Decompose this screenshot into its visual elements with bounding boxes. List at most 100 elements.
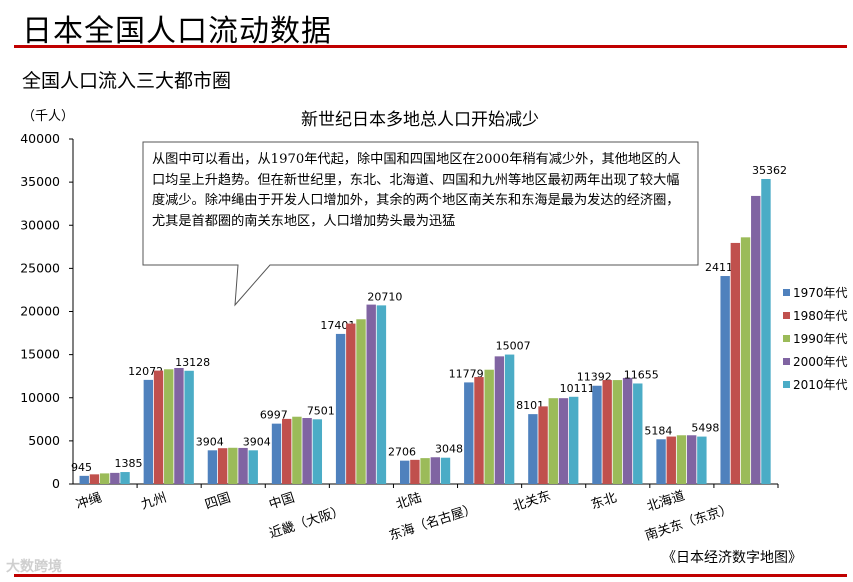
bar xyxy=(558,398,569,484)
y-tick-label: 30000 xyxy=(20,217,60,232)
bar xyxy=(656,439,666,484)
data-label: 15007 xyxy=(496,340,531,353)
bar xyxy=(302,418,312,484)
bar xyxy=(464,382,474,484)
page-title: 日本全国人口流动数据 xyxy=(22,14,332,49)
bar xyxy=(751,195,761,485)
watermark: 大数跨境 xyxy=(6,559,62,575)
bar xyxy=(217,448,228,484)
x-category-label: 冲绳 xyxy=(74,491,103,513)
y-tick-label: 40000 xyxy=(20,131,60,146)
x-category-label: 九州 xyxy=(139,491,168,513)
data-label: 8101 xyxy=(516,399,544,412)
y-tick-label: 5000 xyxy=(28,433,60,448)
bar xyxy=(548,398,558,484)
bar xyxy=(440,457,451,484)
bar xyxy=(430,457,440,484)
y-tick-label: 20000 xyxy=(20,304,60,319)
data-label: 3904 xyxy=(243,435,271,448)
bar xyxy=(676,435,687,484)
bar xyxy=(282,418,292,484)
y-tick-label: 35000 xyxy=(20,174,60,189)
legend-swatch xyxy=(783,358,790,365)
y-tick-label: 0 xyxy=(52,476,60,491)
data-label: 7501 xyxy=(307,404,335,417)
data-label: 1385 xyxy=(115,457,143,470)
bar xyxy=(335,333,346,484)
bottom-divider xyxy=(14,574,847,577)
data-label: 945 xyxy=(71,461,92,474)
bar xyxy=(622,377,633,484)
bar xyxy=(420,458,430,484)
bar xyxy=(120,472,130,484)
data-label: 11655 xyxy=(624,368,659,381)
bar xyxy=(602,380,612,484)
bar xyxy=(164,369,174,484)
bar xyxy=(730,242,741,484)
legend-swatch xyxy=(783,335,790,342)
x-category-label: 北陆 xyxy=(394,490,424,513)
bar xyxy=(89,474,100,484)
bar xyxy=(153,370,164,484)
bar xyxy=(238,447,248,484)
legend-label: 1980年代 xyxy=(793,309,848,323)
bar xyxy=(248,450,258,484)
section-title: 全国人口流入三大都市圈 xyxy=(22,70,232,92)
bar xyxy=(79,475,89,484)
legend-swatch xyxy=(783,312,790,319)
chart-title: 新世纪日本多地总人口开始减少 xyxy=(301,110,539,130)
data-label: 5184 xyxy=(644,424,672,437)
callout-text: 从图中可以看出，从1970年代起，除中国和四国地区在2000年稍有减少外，其他地… xyxy=(152,152,681,229)
source-citation: 《日本经济数字地图》 xyxy=(662,550,802,566)
y-tick-label: 15000 xyxy=(20,347,60,362)
bar xyxy=(400,460,410,484)
data-label: 13128 xyxy=(175,356,210,369)
data-label: 3904 xyxy=(196,435,224,448)
bar xyxy=(568,396,579,484)
bar xyxy=(720,276,730,484)
bar xyxy=(207,450,218,484)
bar xyxy=(538,406,548,484)
y-unit-label: （千人） xyxy=(22,109,75,124)
data-label: 5498 xyxy=(691,422,719,435)
x-category-label: 北关东 xyxy=(511,489,553,515)
x-category-label: 四国 xyxy=(203,491,232,513)
callout-bubble xyxy=(142,141,699,307)
bar xyxy=(494,356,505,484)
data-label: 35362 xyxy=(752,164,787,177)
data-label: 10111 xyxy=(560,382,595,395)
legend-label: 2000年代 xyxy=(793,355,848,369)
bar xyxy=(346,323,356,484)
bar xyxy=(410,459,420,484)
bar xyxy=(761,179,771,484)
bar xyxy=(528,414,538,484)
bar xyxy=(484,369,494,484)
bar xyxy=(686,435,697,484)
bar xyxy=(292,416,302,484)
bar xyxy=(740,237,751,484)
bar xyxy=(697,436,707,484)
bar xyxy=(366,304,376,484)
bar xyxy=(592,385,602,484)
bar xyxy=(666,436,676,484)
bar xyxy=(633,383,643,484)
bar xyxy=(174,367,184,484)
data-label: 6997 xyxy=(260,409,288,422)
x-category-label: 北海道 xyxy=(645,489,687,515)
y-tick-label: 25000 xyxy=(20,260,60,275)
bar xyxy=(356,319,366,484)
bar xyxy=(228,447,238,484)
bar xyxy=(312,419,323,484)
data-label: 2706 xyxy=(388,446,416,459)
legend-label: 1970年代 xyxy=(793,286,848,300)
title-divider xyxy=(14,45,847,48)
data-label: 20710 xyxy=(367,290,402,303)
bar xyxy=(184,370,194,484)
bar xyxy=(376,305,387,484)
bar xyxy=(110,472,120,484)
legend-swatch xyxy=(783,289,790,296)
legend-label: 1990年代 xyxy=(793,332,848,346)
bar xyxy=(474,377,484,484)
legend-swatch xyxy=(783,381,790,388)
